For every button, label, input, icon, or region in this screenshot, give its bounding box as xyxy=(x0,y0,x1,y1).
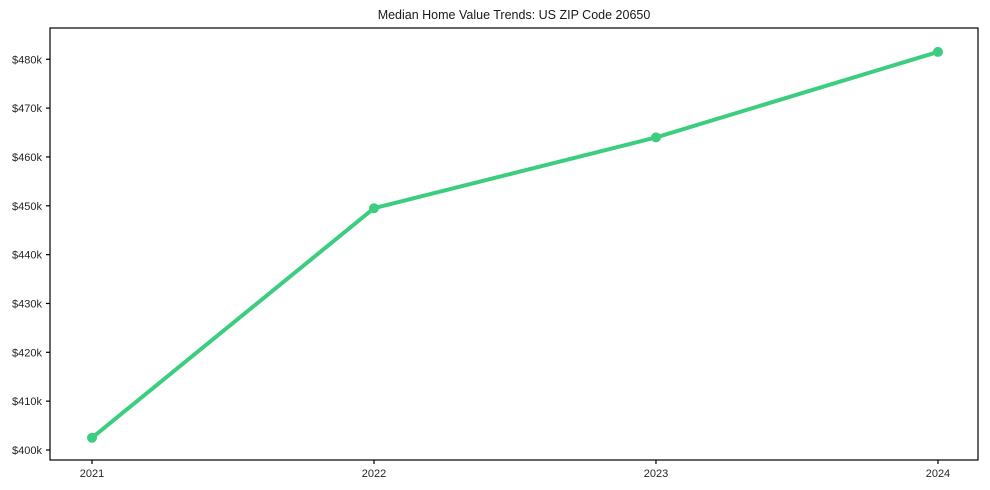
x-tick-label: 2023 xyxy=(644,468,668,480)
data-point-marker xyxy=(650,132,661,143)
x-tick-label: 2024 xyxy=(926,468,950,480)
data-point-marker xyxy=(87,432,98,443)
plot-border xyxy=(49,27,979,461)
y-tick-label: $420k xyxy=(12,347,42,359)
data-point-marker xyxy=(932,46,943,57)
x-tick-label: 2021 xyxy=(80,468,104,480)
y-tick-label: $430k xyxy=(12,298,42,310)
data-point-marker xyxy=(368,203,379,214)
chart-title: Median Home Value Trends: US ZIP Code 20… xyxy=(377,8,651,22)
x-tick-label: 2022 xyxy=(362,468,386,480)
y-tick-label: $440k xyxy=(12,250,42,262)
y-tick-label: $450k xyxy=(12,201,42,213)
y-tick-label: $410k xyxy=(12,396,42,408)
y-tick-label: $480k xyxy=(12,54,42,66)
y-tick-label: $460k xyxy=(12,152,42,164)
trend-line xyxy=(90,49,940,440)
y-tick-label: $400k xyxy=(12,445,42,457)
y-tick-label: $470k xyxy=(12,103,42,115)
